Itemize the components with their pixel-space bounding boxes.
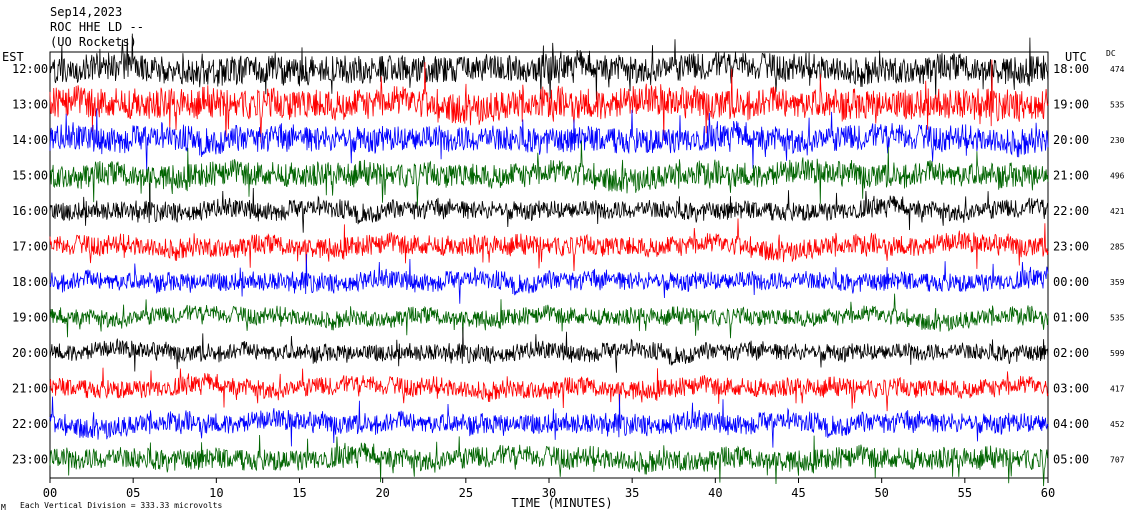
trace-layer [49, 33, 1049, 487]
trace-1700 [49, 218, 1049, 272]
utc-hour-label: 05:00 [1053, 453, 1089, 467]
x-tick-label: 55 [958, 486, 972, 500]
utc-hour-label: 18:00 [1053, 62, 1089, 76]
x-tick-label: 10 [209, 486, 223, 500]
x-tick-label: 25 [459, 486, 473, 500]
dc-value-label: 421 [1110, 207, 1125, 216]
dc-value-label: 230 [1110, 136, 1125, 145]
dc-value-label: 285 [1110, 243, 1125, 252]
dc-value-label: 474 [1110, 65, 1125, 74]
utc-hour-label: 20:00 [1053, 133, 1089, 147]
trace-1900 [49, 293, 1049, 339]
x-tick-label: 15 [292, 486, 306, 500]
est-hour-label: 15:00 [12, 169, 48, 183]
est-hour-label: 23:00 [12, 453, 48, 467]
header-station: ROC HHE LD -- [50, 20, 144, 34]
x-axis: 00 05 10 15 20 25 30 35 40 45 50 55 60 [43, 478, 1055, 500]
utc-hour-label: 19:00 [1053, 98, 1089, 112]
left-timezone-label: EST [2, 50, 24, 64]
dc-value-label: 707 [1110, 456, 1125, 465]
dc-value-label: 535 [1110, 314, 1125, 323]
est-hour-label: 22:00 [12, 417, 48, 431]
est-hour-label: 19:00 [12, 311, 48, 325]
trace-1300 [49, 59, 1049, 143]
row-labels: 12:00 18:00 474 13:00 19:00 535 14:00 20:00 230 1… [12, 62, 1125, 467]
trace-1400 [49, 108, 1049, 172]
x-axis-title: TIME (MINUTES) [511, 496, 612, 510]
dc-value-label: 452 [1110, 420, 1125, 429]
trace-2100 [49, 367, 1049, 412]
dc-value-label: 599 [1110, 349, 1125, 358]
trace-1500 [49, 141, 1049, 207]
est-hour-label: 18:00 [12, 275, 48, 289]
header-date: Sep14,2023 [50, 5, 122, 19]
est-hour-label: 14:00 [12, 133, 48, 147]
trace-2200 [49, 393, 1049, 448]
x-tick-label: 30 [542, 486, 556, 500]
dc-header-label: DC [1106, 49, 1116, 58]
utc-hour-label: 22:00 [1053, 204, 1089, 218]
x-tick-label: 05 [126, 486, 140, 500]
est-hour-label: 13:00 [12, 98, 48, 112]
utc-hour-label: 04:00 [1053, 417, 1089, 431]
dc-value-label: 496 [1110, 172, 1125, 181]
utc-hour-label: 23:00 [1053, 240, 1089, 254]
utc-hour-label: 02:00 [1053, 346, 1089, 360]
x-tick-label: 60 [1041, 486, 1055, 500]
x-tick-label: 00 [43, 486, 57, 500]
footer-scale-note: Each Vertical Division = 333.33 microvol… [20, 501, 222, 510]
trace-2300 [49, 434, 1049, 487]
footer-logo: Μ [1, 503, 6, 512]
est-hour-label: 21:00 [12, 382, 48, 396]
x-tick-label: 40 [708, 486, 722, 500]
trace-1200 [49, 33, 1049, 101]
header-network: (UO Rockets) [50, 35, 137, 49]
dc-value-label: 535 [1110, 101, 1125, 110]
dc-value-label: 359 [1110, 278, 1125, 287]
trace-1600 [49, 183, 1049, 233]
utc-hour-label: 21:00 [1053, 169, 1089, 183]
utc-hour-label: 00:00 [1053, 275, 1089, 289]
x-tick-label: 45 [791, 486, 805, 500]
utc-hour-label: 03:00 [1053, 382, 1089, 396]
utc-hour-label: 01:00 [1053, 311, 1089, 325]
est-hour-label: 16:00 [12, 204, 48, 218]
right-timezone-label: UTC [1065, 50, 1087, 64]
trace-2000 [49, 327, 1049, 373]
x-tick-label: 50 [874, 486, 888, 500]
est-hour-label: 17:00 [12, 240, 48, 254]
est-hour-label: 20:00 [12, 346, 48, 360]
x-tick-label: 20 [375, 486, 389, 500]
dc-value-label: 417 [1110, 385, 1125, 394]
x-tick-label: 35 [625, 486, 639, 500]
est-hour-label: 12:00 [12, 62, 48, 76]
trace-1800 [49, 254, 1049, 304]
